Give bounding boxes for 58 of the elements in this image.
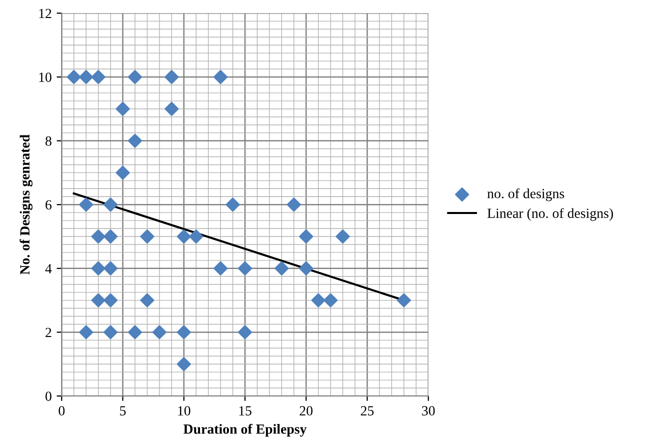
point [176, 357, 191, 372]
x-tick-label: 20 [300, 406, 313, 416]
point [164, 70, 179, 84]
point [91, 293, 106, 308]
point [226, 198, 240, 212]
point [66, 70, 81, 84]
point [103, 293, 118, 308]
point [128, 70, 142, 84]
point [91, 70, 106, 84]
x-tick-label: 25 [360, 406, 374, 416]
y-tick-label: 8 [46, 136, 52, 146]
point [79, 198, 94, 212]
x-tick-label: 10 [178, 406, 190, 416]
point [176, 325, 191, 340]
y-tick-label: 0 [46, 392, 52, 401]
point [311, 293, 326, 308]
point [103, 261, 118, 276]
point [396, 293, 411, 308]
y-axis-title: No. of Designs genrated [20, 134, 32, 275]
y-tick-label: 2 [46, 328, 52, 338]
point [299, 229, 314, 244]
point [103, 229, 118, 244]
point [140, 229, 154, 244]
legend-label: no. of designs [487, 188, 564, 202]
point [189, 229, 204, 244]
y-tick-label: 12 [39, 8, 52, 18]
x-tick-label: 15 [239, 406, 252, 416]
point [116, 166, 130, 180]
point [274, 261, 289, 276]
x-tick-label: 30 [422, 406, 435, 416]
y-tick-label: 4 [45, 264, 52, 274]
point [103, 325, 118, 340]
point [103, 198, 118, 212]
point [238, 325, 252, 340]
point [128, 325, 142, 340]
y-tick-label: 6 [46, 200, 52, 210]
x-tick-label: 0 [58, 406, 65, 416]
point [286, 198, 301, 212]
point [116, 102, 130, 116]
point [238, 261, 252, 276]
point [91, 229, 106, 244]
point [79, 325, 94, 340]
point [299, 261, 314, 276]
point [152, 325, 166, 340]
point [176, 229, 191, 244]
legend-label: Linear (no. of designs) [487, 208, 613, 221]
point [91, 261, 106, 276]
point [164, 102, 179, 116]
y-tick-label: 10 [39, 72, 52, 82]
point [79, 70, 94, 84]
x-axis-title: Duration of Epilepsy [184, 424, 307, 437]
point [323, 293, 338, 308]
point [213, 70, 228, 84]
point [140, 293, 154, 308]
x-tick-label: 5 [120, 406, 126, 416]
point [213, 261, 228, 276]
point [128, 134, 142, 148]
point [336, 229, 350, 244]
